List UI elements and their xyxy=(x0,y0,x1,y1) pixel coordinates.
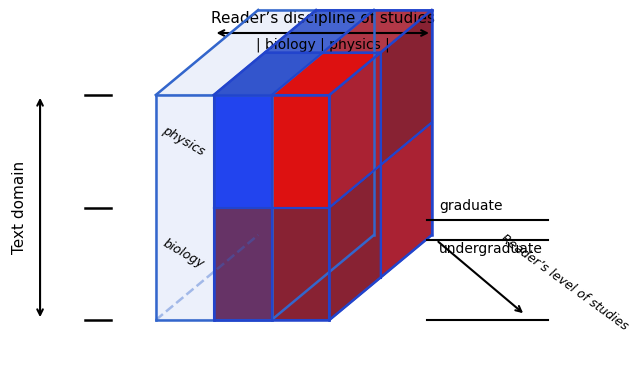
Polygon shape xyxy=(271,52,381,95)
Polygon shape xyxy=(330,165,381,320)
Polygon shape xyxy=(265,10,374,52)
Text: physics: physics xyxy=(160,124,207,159)
Polygon shape xyxy=(323,10,432,52)
Polygon shape xyxy=(381,10,432,165)
Polygon shape xyxy=(271,208,330,320)
Text: undergraduate: undergraduate xyxy=(439,242,543,256)
Text: graduate: graduate xyxy=(439,199,502,213)
Polygon shape xyxy=(381,122,432,278)
Polygon shape xyxy=(156,95,271,320)
Polygon shape xyxy=(214,95,271,208)
Polygon shape xyxy=(214,208,271,320)
Text: | biology | physics |: | biology | physics | xyxy=(256,38,390,52)
Text: Reader’s discipline of studies: Reader’s discipline of studies xyxy=(211,10,435,25)
Polygon shape xyxy=(330,52,381,208)
Text: Text domain: Text domain xyxy=(12,161,27,254)
Polygon shape xyxy=(214,52,323,95)
Polygon shape xyxy=(156,10,374,95)
Text: Reader’s level of studies: Reader’s level of studies xyxy=(499,232,631,333)
Text: biology: biology xyxy=(160,237,206,271)
Polygon shape xyxy=(271,10,374,320)
Polygon shape xyxy=(271,95,330,208)
